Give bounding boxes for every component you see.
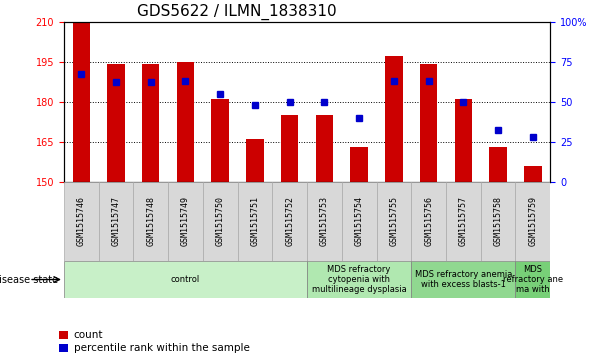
Bar (168, 182, 203, 261)
Bar (316, 115, 333, 182)
Text: GSM1515756: GSM1515756 (424, 196, 433, 246)
Text: GSM1515755: GSM1515755 (389, 196, 398, 246)
Bar (420, 64, 437, 182)
Bar (307, 182, 342, 261)
Text: GSM1515752: GSM1515752 (285, 196, 294, 246)
Bar (489, 147, 507, 182)
Text: MDS
refractory ane
ma with: MDS refractory ane ma with (503, 265, 563, 294)
Bar (446, 182, 481, 261)
Bar (455, 99, 472, 182)
Bar (72, 22, 90, 182)
Text: MDS refractory anemia
with excess blasts-1: MDS refractory anemia with excess blasts… (415, 270, 512, 289)
Text: GSM1515757: GSM1515757 (459, 196, 468, 246)
Bar (376, 182, 411, 261)
Text: GSM1515758: GSM1515758 (494, 196, 503, 246)
Text: GSM1515747: GSM1515747 (111, 196, 120, 246)
Bar (107, 64, 125, 182)
Bar (411, 182, 446, 261)
Text: GSM1515746: GSM1515746 (77, 196, 86, 246)
Text: control: control (171, 275, 200, 284)
Bar (516, 182, 550, 261)
Bar (385, 56, 402, 182)
Bar (481, 182, 516, 261)
Text: GSM1515759: GSM1515759 (528, 196, 537, 246)
Bar (350, 147, 368, 182)
Bar (246, 139, 264, 182)
Text: disease state: disease state (0, 274, 58, 285)
Bar (64, 261, 307, 298)
Bar (64, 182, 98, 261)
Bar (212, 99, 229, 182)
Bar (411, 261, 516, 298)
Bar (272, 182, 307, 261)
Bar (342, 182, 376, 261)
Legend: count, percentile rank within the sample: count, percentile rank within the sample (57, 328, 252, 356)
Bar (203, 182, 238, 261)
Bar (142, 64, 159, 182)
Text: MDS refractory
cytopenia with
multilineage dysplasia: MDS refractory cytopenia with multilinea… (312, 265, 407, 294)
Bar (281, 115, 299, 182)
Bar (238, 182, 272, 261)
Bar (516, 261, 550, 298)
Text: GDS5622 / ILMN_1838310: GDS5622 / ILMN_1838310 (137, 4, 336, 20)
Text: GSM1515749: GSM1515749 (181, 196, 190, 246)
Text: GSM1515750: GSM1515750 (216, 196, 225, 246)
Bar (177, 62, 194, 182)
Text: GSM1515748: GSM1515748 (146, 196, 155, 246)
Bar (307, 261, 411, 298)
Bar (98, 182, 133, 261)
Text: GSM1515754: GSM1515754 (354, 196, 364, 246)
Bar (133, 182, 168, 261)
Text: GSM1515753: GSM1515753 (320, 196, 329, 246)
Bar (524, 166, 542, 182)
Text: GSM1515751: GSM1515751 (250, 196, 260, 246)
